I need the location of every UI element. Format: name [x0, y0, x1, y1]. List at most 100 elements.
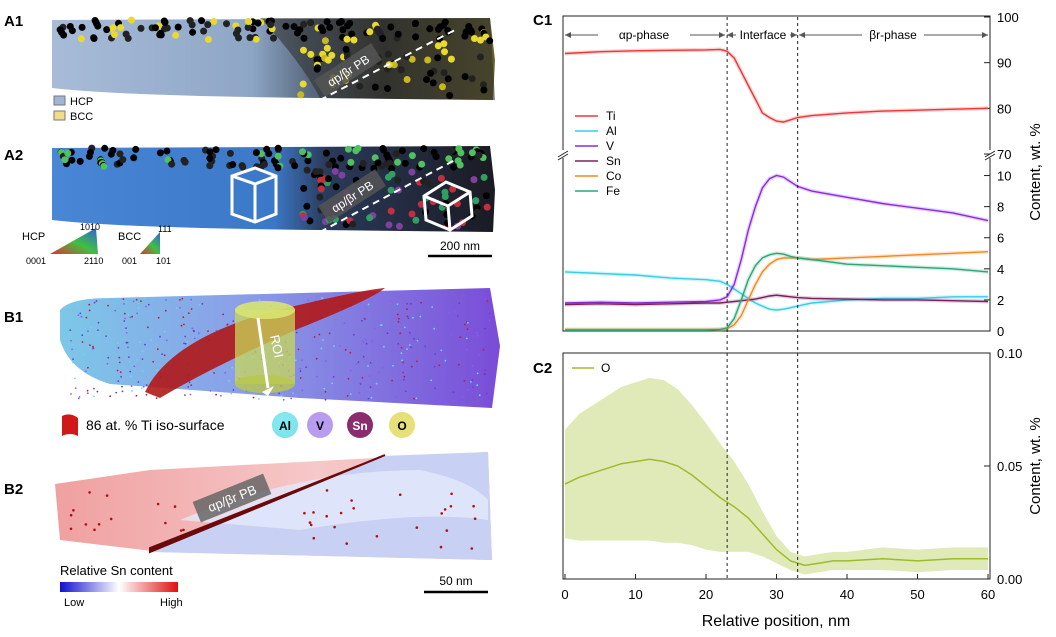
- micro-dot: [309, 523, 313, 527]
- micro-dot: [144, 305, 147, 308]
- phase-label-interface: Interface: [740, 28, 787, 42]
- micro-dot: [128, 361, 131, 363]
- c2-band-polygon: [565, 377, 988, 575]
- micro-dot: [235, 34, 242, 42]
- panel-a2-label: A2: [4, 147, 23, 164]
- micro-dot: [478, 353, 480, 356]
- micro-dot: [339, 26, 347, 34]
- micro-dot: [305, 366, 307, 368]
- micro-dot: [331, 382, 334, 385]
- micro-dot: [383, 345, 385, 348]
- c2-line-o: [564, 458, 988, 567]
- micro-dot: [81, 341, 84, 343]
- micro-dot: [316, 193, 324, 201]
- micro-dot: [117, 380, 120, 382]
- colorbar-high: High: [160, 597, 183, 609]
- micro-dot: [392, 150, 400, 158]
- micro-dot: [189, 28, 197, 36]
- micro-dot: [294, 359, 297, 362]
- micro-dot: [349, 351, 352, 354]
- micro-dot: [475, 151, 483, 159]
- micro-dot: [386, 332, 389, 335]
- micro-dot: [93, 395, 95, 398]
- micro-dot: [138, 341, 141, 344]
- micro-dot: [319, 27, 327, 35]
- micro-dot: [137, 306, 140, 309]
- c1-upper-ticks: 70 80 90 100: [984, 10, 1019, 162]
- micro-dot: [349, 220, 357, 228]
- micro-dot: [454, 310, 457, 313]
- micro-dot: [381, 366, 384, 369]
- micro-dot: [443, 508, 447, 511]
- micro-dot: [206, 148, 214, 156]
- micro-dot: [476, 384, 479, 387]
- micro-dot: [324, 175, 332, 183]
- micro-dot: [144, 297, 147, 300]
- micro-dot: [394, 158, 402, 166]
- micro-dot: [152, 24, 159, 32]
- micro-dot: [161, 353, 164, 355]
- micro-dot: [220, 394, 222, 397]
- micro-dot: [117, 342, 119, 344]
- micro-dot: [179, 299, 181, 301]
- micro-dot: [181, 297, 184, 300]
- micro-dot: [135, 298, 138, 301]
- micro-dot: [224, 371, 227, 374]
- micro-dot: [91, 347, 94, 350]
- micro-dot: [437, 174, 445, 182]
- micro-dot: [411, 20, 419, 28]
- micro-dot: [107, 304, 109, 307]
- micro-dot: [391, 379, 393, 382]
- micro-dot: [420, 301, 422, 304]
- micro-dot: [328, 51, 336, 59]
- micro-dot: [484, 327, 486, 330]
- micro-dot: [131, 315, 134, 318]
- micro-dot: [440, 40, 448, 48]
- iso-surface-icon: [62, 414, 78, 436]
- micro-dot: [105, 494, 109, 497]
- micro-dot: [439, 83, 446, 91]
- micro-dot: [282, 22, 290, 30]
- legend-bcc-swatch: [53, 110, 66, 121]
- micro-dot: [297, 91, 305, 99]
- panel-c1: C1 αp-phase Interface βr-phase 708090100…: [533, 10, 1044, 339]
- micro-dot: [444, 359, 447, 362]
- micro-dot: [477, 36, 484, 44]
- bcc-key-top: 111: [158, 224, 172, 234]
- micro-dot: [119, 371, 122, 373]
- micro-dot: [301, 389, 304, 392]
- micro-dot: [332, 183, 340, 191]
- c1-line-sn: [564, 294, 989, 306]
- micro-dot: [346, 395, 349, 397]
- micro-dot: [450, 492, 453, 496]
- micro-dot: [274, 144, 282, 152]
- micro-dot: [488, 312, 491, 314]
- micro-dot: [379, 345, 382, 347]
- micro-dot: [367, 397, 370, 400]
- micro-dot: [429, 79, 437, 87]
- micro-dot: [424, 56, 432, 64]
- micro-dot: [299, 80, 307, 88]
- micro-dot: [484, 369, 487, 372]
- micro-dot: [301, 359, 303, 362]
- micro-dot: [410, 302, 412, 305]
- micro-dot: [347, 377, 350, 380]
- micro-dot: [427, 69, 434, 77]
- micro-dot: [470, 381, 472, 383]
- micro-dot: [300, 184, 308, 192]
- micro-dot: [325, 514, 329, 518]
- micro-dot: [480, 173, 488, 181]
- micro-dot: [95, 300, 98, 302]
- micro-dot: [304, 157, 312, 165]
- micro-dot: [450, 333, 453, 336]
- micro-dot: [258, 298, 261, 301]
- micro-dot: [434, 387, 436, 390]
- bcc-key-left: 001: [122, 256, 137, 266]
- micro-dot: [440, 69, 448, 77]
- micro-dot: [349, 393, 352, 395]
- micro-dot: [135, 358, 138, 361]
- micro-dot: [141, 358, 144, 360]
- micro-dot: [114, 309, 117, 312]
- micro-dot: [361, 319, 363, 322]
- c1-lower-tick-label: 4: [997, 262, 1004, 277]
